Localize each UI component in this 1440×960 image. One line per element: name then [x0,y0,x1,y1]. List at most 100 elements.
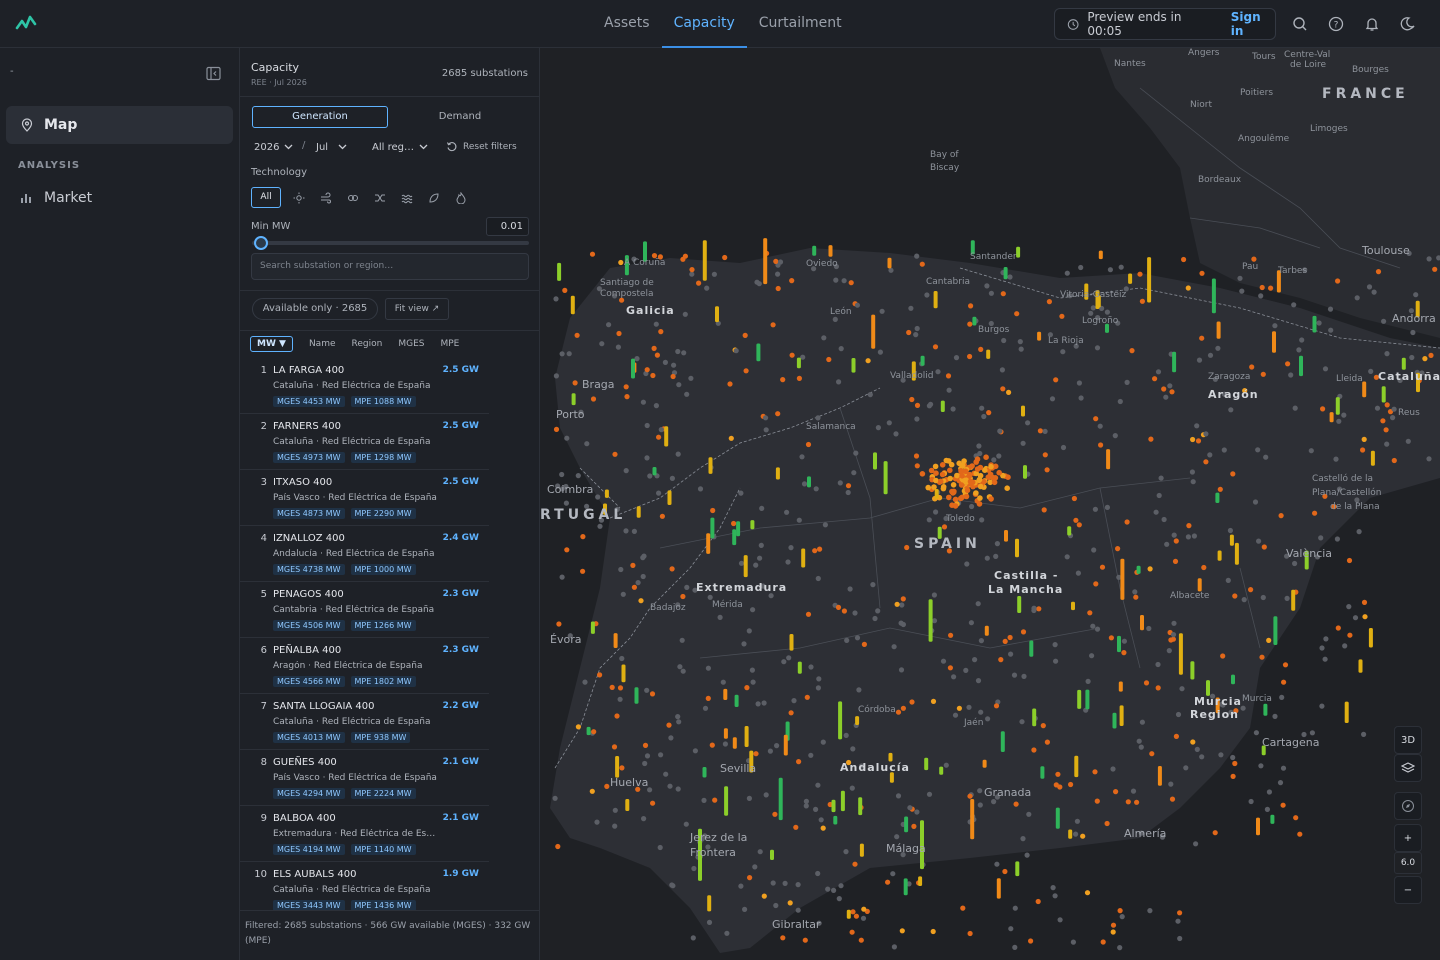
substation-marker[interactable] [841,278,847,284]
substation-marker[interactable] [1168,637,1174,643]
substation-marker[interactable] [589,251,596,257]
substation-marker[interactable] [1210,693,1216,699]
substation-marker[interactable] [1133,594,1139,600]
substation-marker[interactable] [850,909,856,915]
substation-marker[interactable] [1169,389,1175,395]
substation-marker[interactable] [684,391,690,397]
capacity-column[interactable] [1118,681,1123,692]
substation-marker[interactable] [635,580,641,586]
substation-marker[interactable] [872,615,878,622]
capacity-column[interactable] [986,349,991,359]
capacity-column[interactable] [1178,633,1183,675]
substation-marker[interactable] [1195,438,1202,444]
capacity-column[interactable] [911,361,916,381]
substation-marker[interactable] [846,759,852,766]
substation-marker[interactable] [911,823,917,830]
substation-marker[interactable] [1252,499,1259,505]
substation-marker[interactable] [899,928,905,934]
capacity-column[interactable] [807,476,811,488]
substation-marker[interactable] [1123,286,1129,292]
substation-marker[interactable] [966,471,973,478]
capacity-column[interactable] [590,621,595,634]
substation-marker[interactable] [1125,799,1131,805]
substation-marker[interactable] [1134,799,1140,805]
capacity-column[interactable] [723,688,728,700]
substation-marker[interactable] [1284,553,1290,559]
substation-marker[interactable] [835,604,842,611]
substation-marker[interactable] [647,473,653,479]
substation-marker[interactable] [1007,274,1013,280]
substation-marker[interactable] [1248,587,1254,593]
substation-marker[interactable] [775,285,781,292]
substation-marker[interactable] [914,809,920,815]
substation-marker[interactable] [1212,830,1218,836]
substation-marker[interactable] [1285,361,1291,367]
substation-marker[interactable] [1314,554,1321,560]
substation-marker[interactable] [1117,908,1123,914]
capacity-column[interactable] [1206,680,1210,696]
substation-marker[interactable] [675,602,681,608]
substation-marker[interactable] [991,479,998,486]
substation-marker[interactable] [946,387,952,393]
capacity-column[interactable] [1037,331,1042,341]
substation-marker[interactable] [1170,632,1177,638]
substation-marker[interactable] [599,341,605,347]
substation-marker[interactable] [1410,329,1416,336]
substation-marker[interactable] [767,748,773,754]
collapse-sidebar-icon[interactable] [206,66,221,81]
substation-marker[interactable] [914,253,920,259]
substation-marker[interactable] [1020,836,1026,842]
substation-marker[interactable] [849,785,855,791]
substation-marker[interactable] [1308,448,1314,454]
substation-marker[interactable] [584,503,590,509]
capacity-column[interactable] [1055,807,1060,829]
substation-marker[interactable] [931,484,937,490]
substation-marker[interactable] [747,875,753,881]
substation-marker[interactable] [1012,944,1018,951]
capacity-column[interactable] [652,467,657,476]
substation-marker[interactable] [1155,685,1161,691]
substation-marker[interactable] [1258,293,1264,299]
substation-marker[interactable] [770,322,776,328]
substation-marker[interactable] [1008,651,1014,657]
substation-marker[interactable] [1028,938,1034,944]
substation-marker[interactable] [589,788,595,794]
substation-marker[interactable] [967,353,973,360]
substation-marker[interactable] [757,555,763,561]
substation-marker[interactable] [977,464,984,471]
substation-marker[interactable] [950,482,957,488]
capacity-column[interactable] [1362,381,1367,398]
substation-marker[interactable] [1248,798,1254,805]
capacity-column[interactable] [1229,534,1234,546]
substation-marker[interactable] [1374,405,1381,411]
substation-marker[interactable] [952,496,959,503]
capacity-column[interactable] [613,633,618,648]
substation-marker[interactable] [1426,256,1432,262]
substation-marker[interactable] [1356,529,1362,535]
substation-marker[interactable] [1121,650,1127,656]
generation-toggle[interactable]: Generation [252,106,388,128]
capacity-column[interactable] [838,701,843,740]
substation-marker[interactable] [893,431,899,437]
substation-marker[interactable] [597,523,603,529]
substation-marker[interactable] [690,935,696,941]
substation-marker[interactable] [711,271,717,277]
sort-by-region[interactable]: Region [351,339,383,349]
substation-marker[interactable] [963,493,970,500]
substation-marker[interactable] [925,484,931,491]
substation-marker[interactable] [907,805,913,811]
substation-marker[interactable] [1426,456,1432,462]
substation-marker[interactable] [1091,547,1097,553]
substation-marker[interactable] [836,379,842,385]
substation-marker[interactable] [759,505,765,511]
substation-marker[interactable] [614,506,620,512]
substation-marker[interactable] [1085,678,1091,685]
capacity-column[interactable] [1234,542,1239,565]
substation-marker[interactable] [895,709,902,715]
substation-marker[interactable] [996,453,1002,459]
substation-marker[interactable] [1251,256,1257,262]
substation-marker[interactable] [1264,806,1270,813]
substation-marker[interactable] [1121,638,1127,644]
substation-marker[interactable] [1333,456,1339,462]
substation-marker[interactable] [619,655,625,662]
